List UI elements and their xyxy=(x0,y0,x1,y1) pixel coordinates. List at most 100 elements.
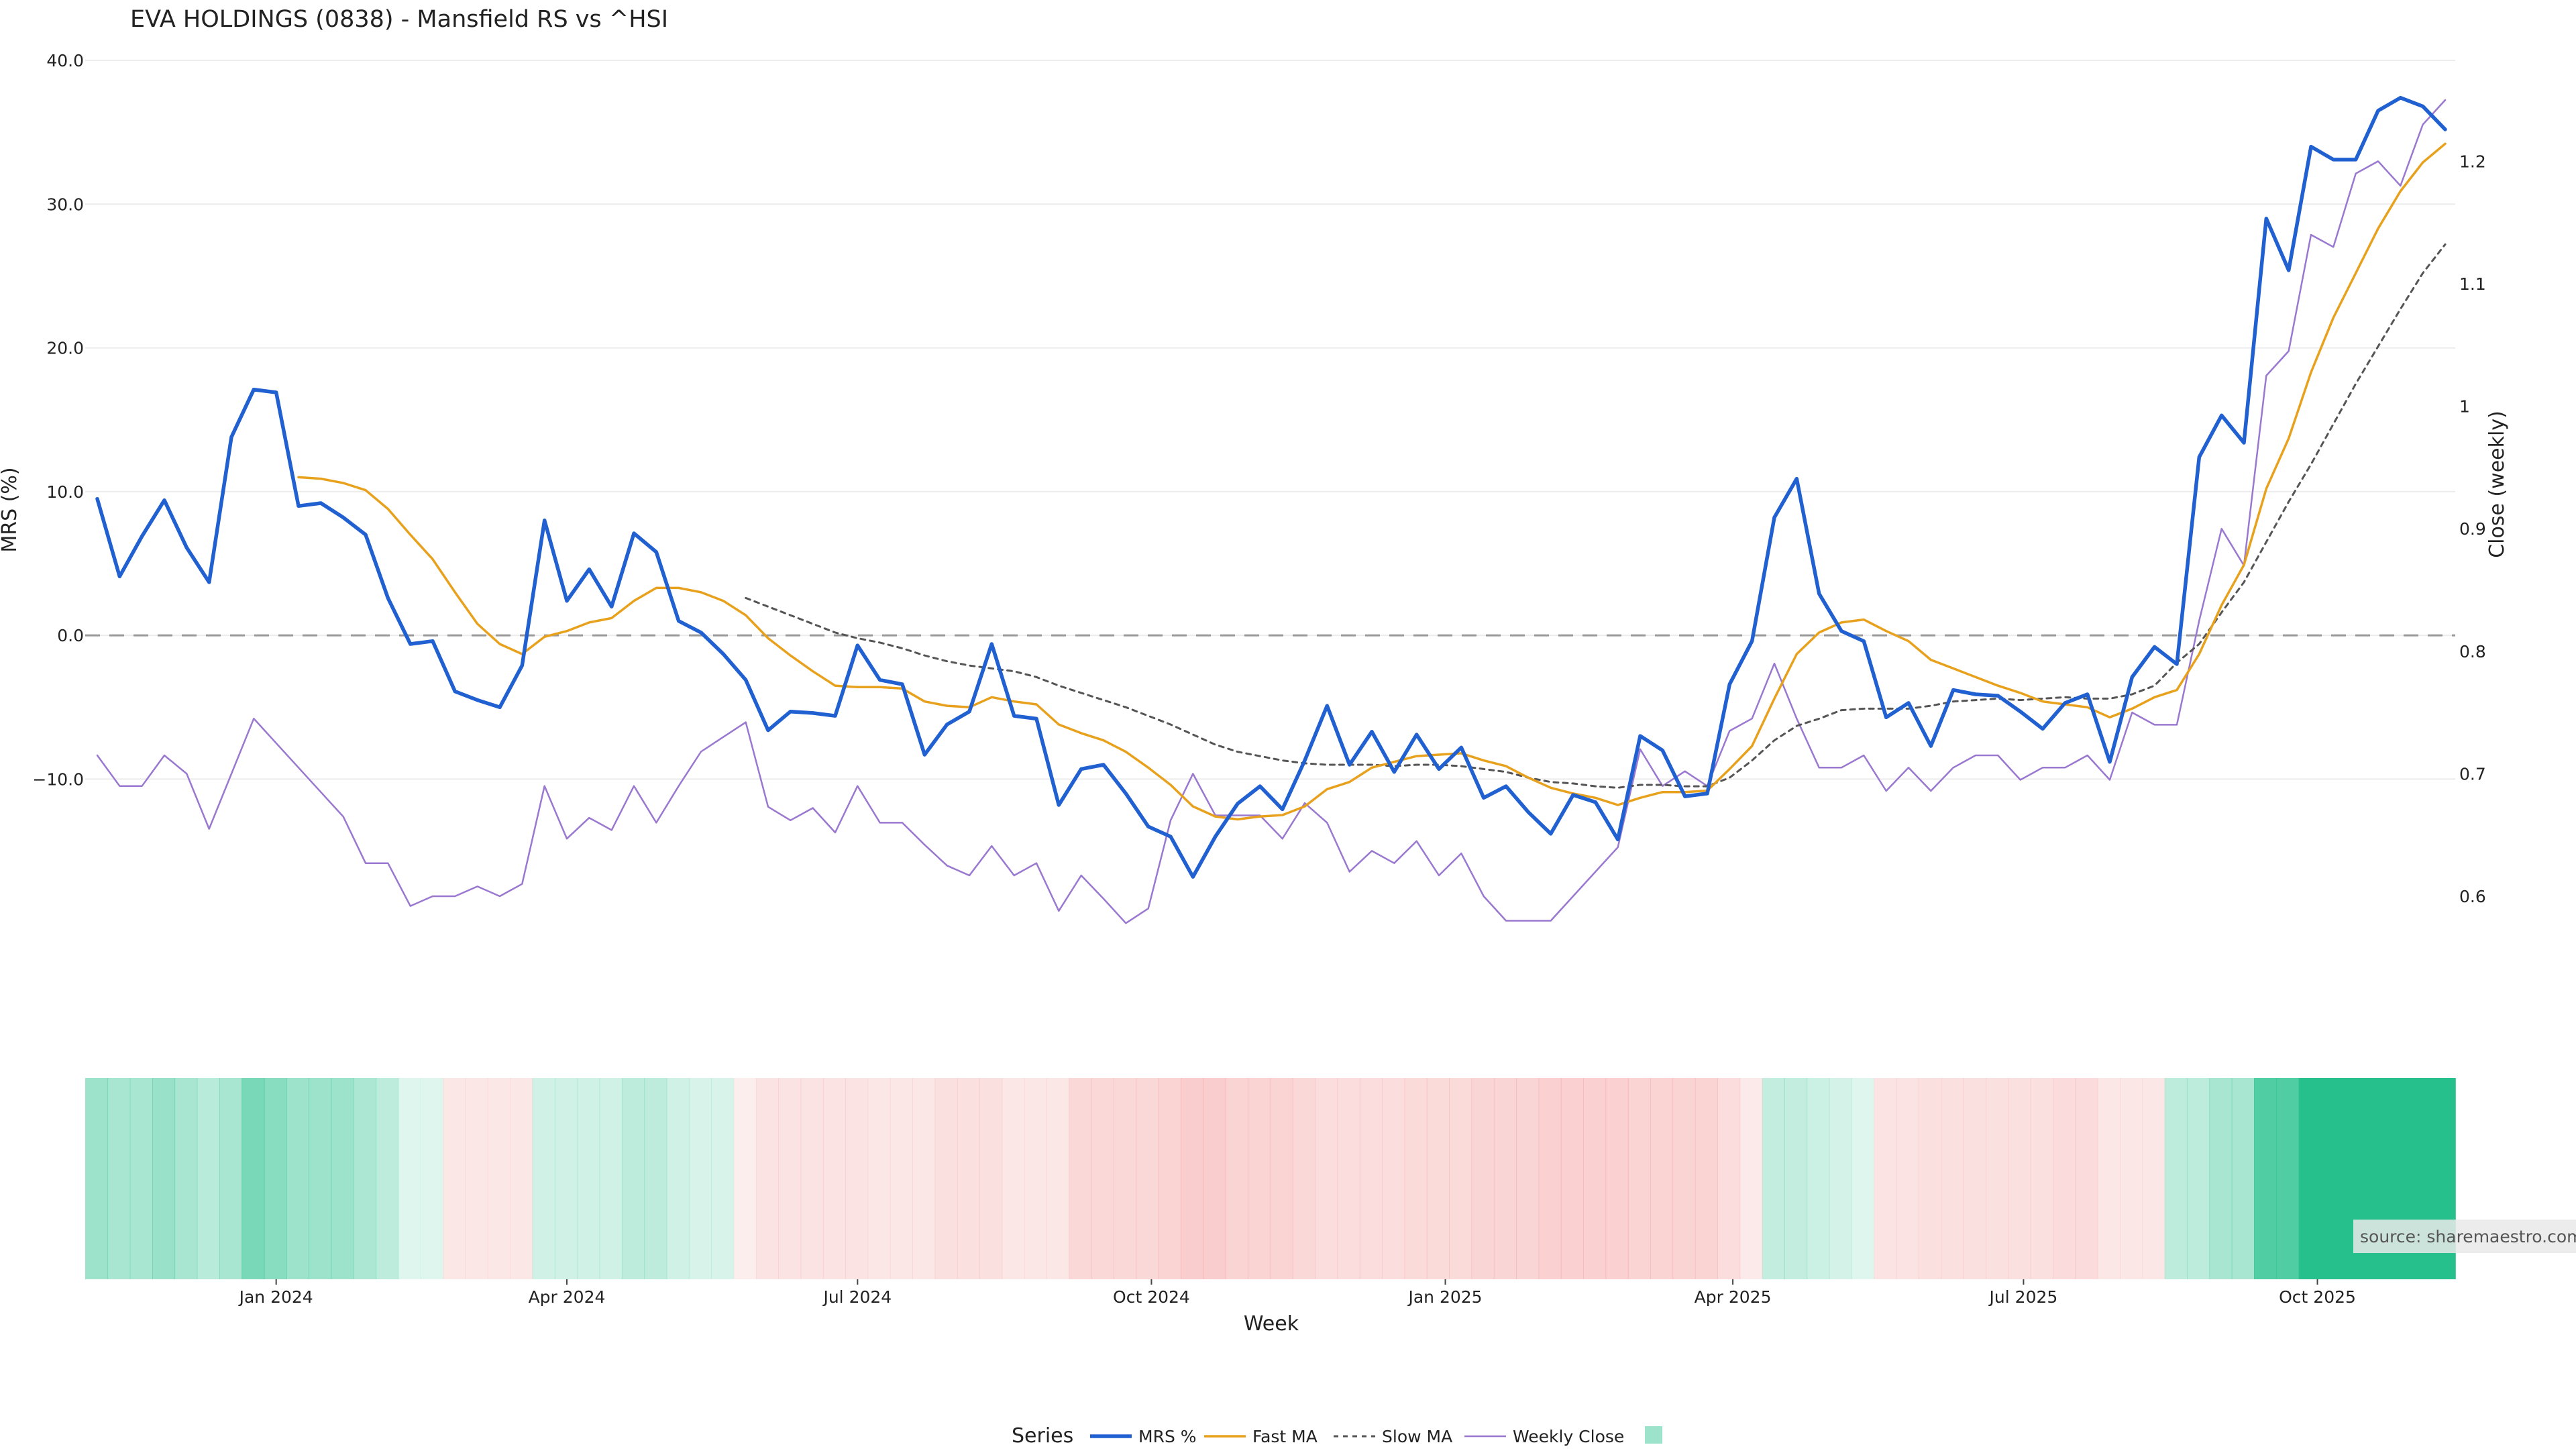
band-cell xyxy=(599,1078,623,1279)
band-cell xyxy=(1941,1078,1964,1279)
band-cell xyxy=(286,1078,310,1279)
band-cell xyxy=(1493,1078,1517,1279)
band-cell xyxy=(2120,1078,2143,1279)
band-cell xyxy=(1158,1078,1181,1279)
band-cell xyxy=(2321,1078,2345,1279)
band-cell xyxy=(2053,1078,2076,1279)
band-cell xyxy=(1784,1078,1808,1279)
band-cell xyxy=(1762,1078,1785,1279)
legend-band-swatch xyxy=(1645,1426,1662,1444)
mrs-line xyxy=(95,95,2447,879)
band-cell xyxy=(487,1078,511,1279)
band-cell xyxy=(1359,1078,1383,1279)
band-cell xyxy=(1919,1078,1942,1279)
band-cell xyxy=(822,1078,846,1279)
band-cell xyxy=(2008,1078,2031,1279)
band-cell xyxy=(1538,1078,1562,1279)
band-cell xyxy=(890,1078,913,1279)
band-cell xyxy=(845,1078,869,1279)
x-tick-label: Oct 2024 xyxy=(1113,1287,1190,1307)
band-cell xyxy=(1426,1078,1450,1279)
fast-ma-line xyxy=(297,142,2447,821)
y2-axis-label: Close (weekly) xyxy=(2485,411,2509,558)
x-tick-label: Apr 2024 xyxy=(529,1287,606,1307)
source-note: source: sharemaestro.com xyxy=(2353,1220,2576,1253)
weekly-close-line xyxy=(96,99,2447,924)
y2-tick-label: 1.2 xyxy=(2459,152,2486,171)
band-cell xyxy=(1560,1078,1584,1279)
y2-tick-label: 0.7 xyxy=(2459,764,2486,784)
legend-fast-ma-label: Fast MA xyxy=(1252,1427,1318,1446)
band-cell xyxy=(532,1078,555,1279)
band-cell xyxy=(264,1078,287,1279)
y-axis-label: MRS (%) xyxy=(0,467,21,552)
legend-weekly-close-label: Weekly Close xyxy=(1513,1427,1624,1446)
y-tick-label: 10.0 xyxy=(46,482,84,502)
y2-tick-label: 0.6 xyxy=(2459,887,2486,906)
band-cell xyxy=(398,1078,421,1279)
band-cell xyxy=(1091,1078,1114,1279)
band-cell xyxy=(2142,1078,2165,1279)
x-tick-label: Jul 2025 xyxy=(1988,1287,2058,1307)
band-cell xyxy=(1024,1078,1047,1279)
source-note-background xyxy=(2353,1220,2576,1253)
band-cell xyxy=(1874,1078,1897,1279)
band-cell xyxy=(1449,1078,1472,1279)
band-cell xyxy=(1739,1078,1763,1279)
band-cell xyxy=(577,1078,600,1279)
band-cell xyxy=(957,1078,980,1279)
x-tick-label: Jul 2024 xyxy=(822,1287,892,1307)
band-cell xyxy=(1605,1078,1629,1279)
band-cell xyxy=(1315,1078,1338,1279)
band-cell xyxy=(421,1078,444,1279)
band-cell xyxy=(376,1078,399,1279)
band-cell xyxy=(2097,1078,2121,1279)
band-cell xyxy=(465,1078,488,1279)
legend-slow-ma-label: Slow MA xyxy=(1382,1427,1452,1446)
band-cell xyxy=(1650,1078,1674,1279)
band-cell xyxy=(688,1078,712,1279)
band-cell xyxy=(711,1078,735,1279)
band-cell xyxy=(1225,1078,1248,1279)
band-cell xyxy=(354,1078,377,1279)
band-cell xyxy=(1404,1078,1428,1279)
y-axis-ticks: −10.0 0.0 10.0 20.0 30.0 40.0 xyxy=(32,51,84,789)
band-cell xyxy=(1627,1078,1651,1279)
y-tick-label: 40.0 xyxy=(46,51,84,70)
legend-mrs-label: MRS % xyxy=(1138,1427,1197,1446)
x-tick-label: Oct 2025 xyxy=(2279,1287,2356,1307)
x-axis-label: Week xyxy=(1244,1312,1299,1336)
band-cell xyxy=(1986,1078,2009,1279)
band-cell xyxy=(1583,1078,1607,1279)
legend: Series MRS % Fast MA Slow MA Weekly Close xyxy=(1012,1424,1662,1448)
band-cell xyxy=(934,1078,958,1279)
band-cell xyxy=(800,1078,824,1279)
y2-tick-label: 1.1 xyxy=(2459,274,2486,294)
y2-axis-ticks: 0.6 0.7 0.8 0.9 1 1.1 1.2 xyxy=(2459,152,2486,906)
mrs-heat-band xyxy=(85,1078,2456,1279)
band-cell xyxy=(1896,1078,1919,1279)
band-cell xyxy=(778,1078,802,1279)
band-cell xyxy=(219,1078,243,1279)
band-cell xyxy=(241,1078,265,1279)
y-tick-label: −10.0 xyxy=(32,769,84,789)
band-cell xyxy=(1337,1078,1360,1279)
x-axis-ticks: Jan 2024 Apr 2024 Jul 2024 Oct 2024 Jan 2025… xyxy=(238,1279,2356,1307)
band-cell xyxy=(2075,1078,2098,1279)
band-cell xyxy=(554,1078,578,1279)
band-cell xyxy=(755,1078,779,1279)
band-cell xyxy=(1471,1078,1495,1279)
band-cell xyxy=(2030,1078,2053,1279)
band-cell xyxy=(1963,1078,1986,1279)
band-cell xyxy=(1672,1078,1696,1279)
band-cell xyxy=(1292,1078,1316,1279)
band-cell xyxy=(1114,1078,1137,1279)
band-cell xyxy=(1382,1078,1405,1279)
y-tick-label: 30.0 xyxy=(46,195,84,214)
band-cell xyxy=(867,1078,891,1279)
band-cell xyxy=(1002,1078,1025,1279)
band-cell xyxy=(174,1078,198,1279)
slow-ma-line xyxy=(745,243,2447,789)
band-cell xyxy=(1069,1078,1092,1279)
